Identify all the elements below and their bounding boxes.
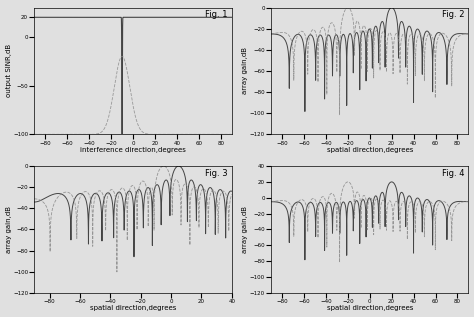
X-axis label: spatial direction,degrees: spatial direction,degrees bbox=[90, 306, 176, 311]
Y-axis label: array gain,dB: array gain,dB bbox=[6, 206, 11, 253]
X-axis label: interference direction,degrees: interference direction,degrees bbox=[80, 147, 186, 153]
X-axis label: spatial direction,degrees: spatial direction,degrees bbox=[327, 306, 413, 311]
Text: Fig. 4: Fig. 4 bbox=[442, 169, 465, 178]
Y-axis label: output SINR,dB: output SINR,dB bbox=[6, 44, 11, 98]
Y-axis label: array gain,dB: array gain,dB bbox=[242, 206, 248, 253]
Text: Fig. 2: Fig. 2 bbox=[442, 10, 465, 19]
Text: Fig. 3: Fig. 3 bbox=[205, 169, 228, 178]
X-axis label: spatial direction,degrees: spatial direction,degrees bbox=[327, 147, 413, 153]
Y-axis label: array gain,dB: array gain,dB bbox=[242, 48, 248, 94]
Text: Fig. 1: Fig. 1 bbox=[205, 10, 228, 19]
